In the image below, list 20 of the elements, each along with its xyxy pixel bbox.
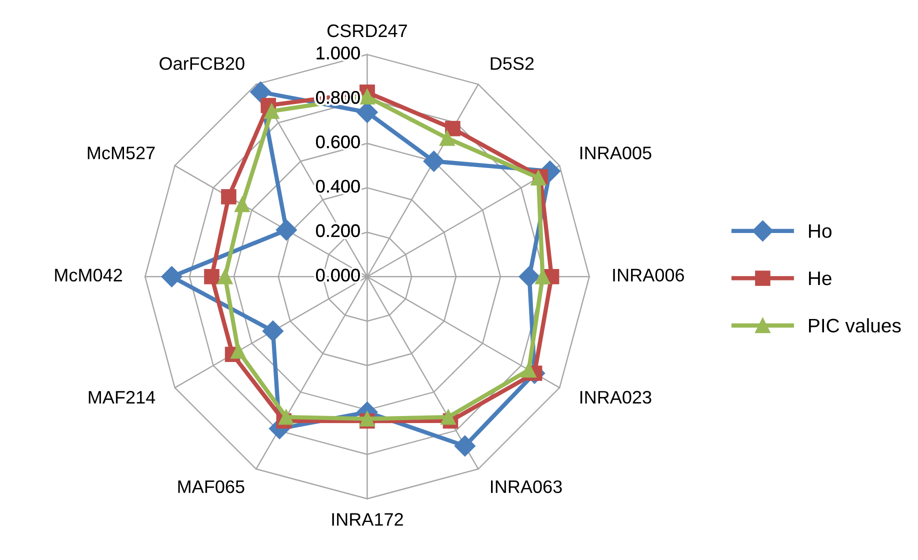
legend-label: Ho [809, 224, 832, 238]
spoke-label: MAF214 [88, 390, 156, 404]
spoke-label: INRA023 [580, 390, 652, 404]
spoke-label: OarFCB20 [160, 57, 244, 70]
spoke-label: MAF065 [178, 480, 244, 494]
spoke-label: D5S2 [490, 57, 534, 70]
spoke-label: CSRD247 [327, 24, 407, 38]
legend-label: PIC values [809, 318, 901, 333]
spoke-label: INRA172 [332, 513, 403, 526]
y-tick-label: 0.400 [316, 180, 360, 193]
y-tick-label: 1.000 [316, 46, 360, 60]
y-tick-label: 0.000 [316, 268, 360, 282]
spoke-label: INRA063 [491, 480, 562, 494]
y-tick-label: 0.200 [316, 224, 360, 238]
legend-label: He [809, 272, 832, 286]
y-tick-label: 0.600 [316, 135, 360, 148]
spoke-label: McM042 [55, 268, 122, 282]
spoke-label: INRA006 [613, 268, 684, 282]
spoke-label: INRA005 [580, 146, 652, 160]
spoke-label: McM527 [88, 146, 155, 160]
